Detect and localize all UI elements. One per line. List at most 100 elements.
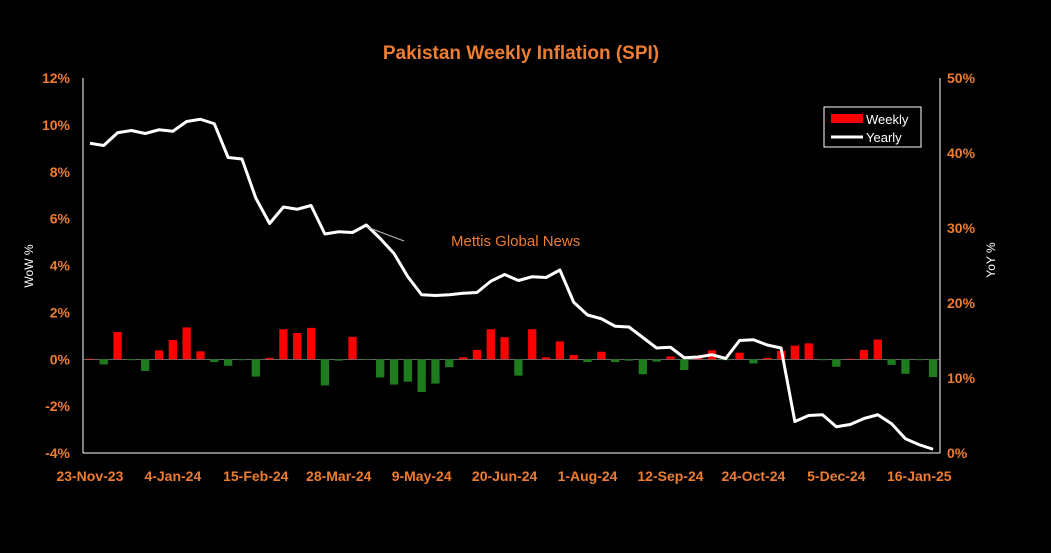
x-axis-ticks: 23-Nov-23 4-Jan-24 15-Feb-24 28-Mar-24 9-May… [56,468,951,484]
x-tick-label: 15-Feb-24 [223,468,289,484]
legend-label-yearly: Yearly [866,130,902,145]
weekly-bar [832,359,841,367]
weekly-bar [873,339,882,360]
weekly-bar [265,357,274,360]
weekly-bar [182,327,191,360]
weekly-bar [376,359,385,378]
weekly-bar [528,329,537,360]
weekly-bar [859,349,869,360]
weekly-bar [431,359,440,384]
x-tick-label: 24-Oct-24 [721,468,785,484]
right-axis-label: YoY % [984,242,998,278]
weekly-bar [763,357,772,360]
weekly-bar [514,359,523,376]
legend-label-weekly: Weekly [866,112,909,127]
weekly-bar [389,359,399,385]
x-tick-label: 4-Jan-24 [144,468,201,484]
weekly-bar [901,359,910,374]
left-tick-label: 6% [50,211,71,227]
weekly-bar [85,358,95,360]
weekly-bar [403,359,412,382]
left-tick-label: 0% [50,351,71,367]
weekly-bar [127,359,136,361]
weekly-bar [818,359,827,361]
weekly-bar [624,359,634,361]
x-tick-label: 28-Mar-24 [306,468,372,484]
annotation-text: Mettis Global News [451,233,580,250]
weekly-bar [472,349,482,360]
weekly-bar [168,340,177,360]
right-tick-label: 10% [947,370,976,386]
x-tick-label: 9-May-24 [392,468,452,484]
x-tick-label: 20-Jun-24 [472,468,538,484]
x-tick-label: 1-Aug-24 [558,468,618,484]
right-tick-label: 50% [947,70,976,86]
yearly-line [89,117,934,451]
right-tick-label: 30% [947,220,976,236]
weekly-bar [141,359,150,371]
weekly-bar [113,332,122,360]
weekly-bar [210,359,219,363]
weekly-bar [500,337,509,360]
weekly-bar [928,359,938,378]
weekly-bar [541,357,551,360]
legend-box [823,106,922,148]
weekly-bar [790,345,800,360]
chart-title: Pakistan Weekly Inflation (SPI) [383,43,659,64]
weekly-bar [99,359,108,365]
weekly-bar [804,343,813,360]
weekly-bar [611,359,620,363]
x-tick-label: 16-Jan-25 [887,468,952,484]
left-tick-label: -4% [45,445,70,461]
left-tick-label: -2% [45,398,70,414]
right-tick-label: 20% [947,295,976,311]
right-axis-ticks: 0% 10% 20% 30% 40% 50% [947,70,976,461]
weekly-bar [666,356,675,360]
weekly-bar [597,351,606,360]
weekly-bar [251,359,260,377]
weekly-bar [735,352,744,360]
right-tick-label: 0% [947,445,968,461]
left-tick-label: 10% [42,117,71,133]
right-tick-label: 40% [947,145,976,161]
left-tick-label: 8% [50,164,71,180]
weekly-bar [293,333,302,360]
legend: Weekly Yearly [823,106,922,148]
weekly-bar [154,350,164,360]
left-tick-label: 2% [50,304,71,320]
weekly-bar [915,359,924,361]
weekly-bar [196,351,205,360]
weekly-bar [458,357,468,360]
left-axis-label: WoW % [22,244,36,287]
x-tick-label: 5-Dec-24 [807,468,866,484]
weekly-bar [749,359,758,364]
weekly-bar [846,358,855,360]
weekly-bar [223,359,233,366]
weekly-bar [334,359,343,361]
left-tick-label: 4% [50,258,71,274]
weekly-bar [680,359,689,371]
legend-swatch-weekly [831,114,863,123]
x-tick-label: 23-Nov-23 [56,468,123,484]
weekly-bars [85,327,938,393]
weekly-bar [306,327,316,360]
weekly-bar [445,359,454,368]
weekly-bar [362,359,371,360]
weekly-bar [652,359,661,362]
weekly-bar [279,329,288,360]
left-axis-ticks: -4% -2% 0% 2% 4% 6% 8% 10% 12% [42,70,71,461]
weekly-bar [417,359,426,393]
weekly-bar [237,359,247,361]
weekly-bar [555,341,565,360]
left-tick-label: 12% [42,70,71,86]
weekly-bar [583,359,592,363]
weekly-bar [569,355,578,360]
weekly-bar [887,359,896,365]
weekly-bar [486,329,495,360]
annotation-leader-line [366,226,405,242]
weekly-bar [320,359,330,386]
weekly-bar [638,359,647,375]
x-tick-label: 12-Sep-24 [637,468,703,484]
weekly-bar [348,336,357,360]
